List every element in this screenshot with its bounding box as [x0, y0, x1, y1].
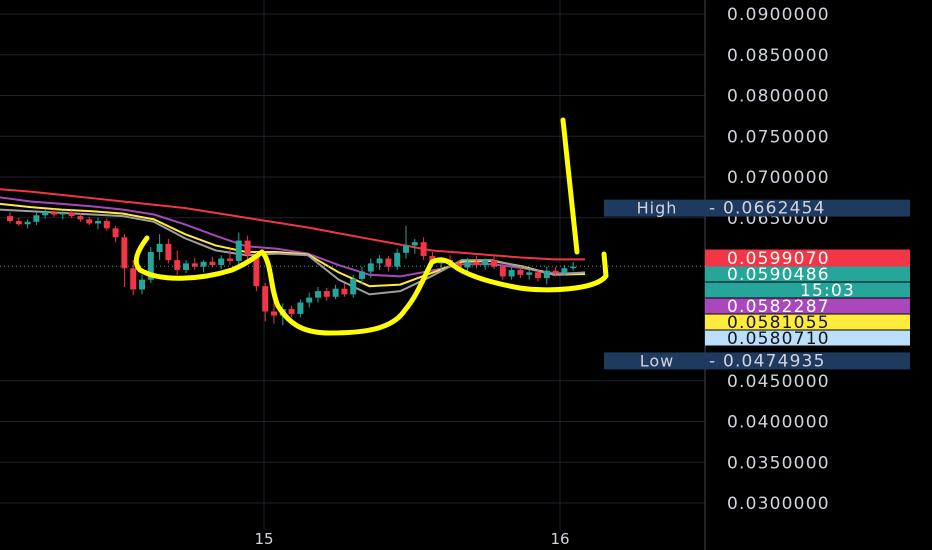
candle: [464, 257, 471, 272]
y-tick-label: 0.0900000: [727, 5, 830, 25]
candle: [306, 292, 313, 308]
svg-text:0.0581055: 0.0581055: [727, 313, 830, 333]
candle: [235, 232, 242, 265]
high-price-label: High - 0.0662454: [604, 199, 910, 219]
candles: [7, 208, 577, 326]
y-tick-label: 0.0800000: [727, 87, 830, 107]
moving-average-line: [0, 188, 585, 261]
candle: [543, 266, 550, 285]
candle: [95, 217, 101, 230]
candle: [59, 211, 66, 220]
y-tick-label: 0.0350000: [727, 453, 830, 473]
countdown-label: 15:03: [705, 281, 910, 301]
moving-average-line: [0, 202, 586, 288]
candle: [200, 260, 207, 273]
last-price-label: 0.0590486: [705, 265, 910, 285]
candle: [262, 282, 269, 322]
candle: [411, 238, 418, 254]
candle: [33, 212, 40, 226]
moving-average-lines: [0, 188, 586, 296]
y-tick-label: 0.0700000: [727, 168, 830, 188]
candle: [517, 266, 524, 279]
candle: [86, 216, 93, 226]
breakout-arrow-annotation: [560, 117, 580, 255]
candle: [139, 274, 145, 295]
candle: [288, 305, 295, 318]
moving-average-line: [0, 196, 585, 278]
candle: [42, 209, 49, 219]
svg-text:- 0.0662454: - 0.0662454: [709, 199, 826, 219]
low-price-label: Low - 0.0474935: [604, 351, 910, 371]
price-axis[interactable]: 0.0900000 0.0850000 0.0800000 0.0750000 0.07…: [727, 5, 830, 514]
candle: [552, 266, 559, 277]
candle: [156, 234, 163, 261]
candle: [174, 250, 181, 275]
x-tick-label: 16: [550, 530, 569, 548]
candle: [271, 300, 277, 324]
candle: [183, 260, 189, 274]
ma-red-price-label: 0.0599070: [705, 249, 910, 269]
y-tick-label: 0.0400000: [727, 413, 830, 433]
candle: [165, 238, 172, 264]
candle: [51, 208, 57, 217]
svg-text:0.0582287: 0.0582287: [727, 297, 830, 317]
y-tick-label: 0.0850000: [727, 46, 830, 66]
candle: [499, 263, 506, 280]
ma-yellow-price-label: 0.0581055: [705, 313, 910, 333]
candle: [403, 225, 409, 259]
candle: [561, 265, 568, 276]
candle: [244, 235, 251, 261]
svg-text:High: High: [637, 199, 678, 218]
candle: [350, 274, 357, 298]
candle: [341, 282, 348, 297]
candle: [227, 248, 233, 266]
candle: [209, 256, 216, 268]
candle: [191, 257, 198, 270]
candle: [323, 287, 330, 301]
candle: [570, 261, 577, 271]
candle: [103, 218, 110, 231]
svg-text:15:03: 15:03: [800, 281, 855, 301]
svg-text:0.0590486: 0.0590486: [727, 265, 830, 285]
candle: [297, 299, 304, 318]
y-tick-label: 0.0300000: [727, 494, 830, 514]
candle: [367, 258, 374, 279]
time-axis[interactable]: 15 16: [254, 530, 569, 548]
candle: [376, 255, 383, 270]
hand-drawn-annotation: [133, 117, 609, 336]
candle: [315, 287, 321, 303]
candle: [526, 269, 533, 280]
x-tick-label: 15: [254, 530, 273, 548]
candle: [535, 269, 541, 282]
candle: [508, 266, 515, 280]
candle: [482, 258, 489, 270]
candle: [130, 260, 137, 296]
ma-blue-price-label: 0.0580710: [705, 329, 910, 349]
candle: [218, 255, 225, 270]
svg-text:Low: Low: [640, 351, 675, 370]
cup-pattern-annotation: [133, 235, 609, 336]
svg-text:- 0.0474935: - 0.0474935: [709, 351, 826, 371]
candle: [359, 266, 365, 285]
svg-text:0.0599070: 0.0599070: [727, 249, 830, 269]
y-tick-label: 0.0450000: [727, 372, 830, 392]
y-tick-label: 0.0750000: [727, 127, 830, 147]
candle: [385, 256, 392, 272]
candle: [121, 234, 128, 288]
candle: [15, 217, 22, 226]
candle: [24, 219, 31, 229]
ma-purple-price-label: 0.0582287: [705, 297, 910, 317]
candle: [77, 212, 84, 222]
candle: [112, 225, 119, 243]
svg-text:0.0580710: 0.0580710: [727, 329, 830, 349]
candle: [7, 212, 13, 224]
candle: [491, 256, 497, 270]
candle: [68, 210, 75, 218]
candle: [394, 248, 401, 270]
candle: [332, 284, 339, 300]
grid-lines: [0, 0, 705, 530]
candle: [420, 237, 427, 261]
